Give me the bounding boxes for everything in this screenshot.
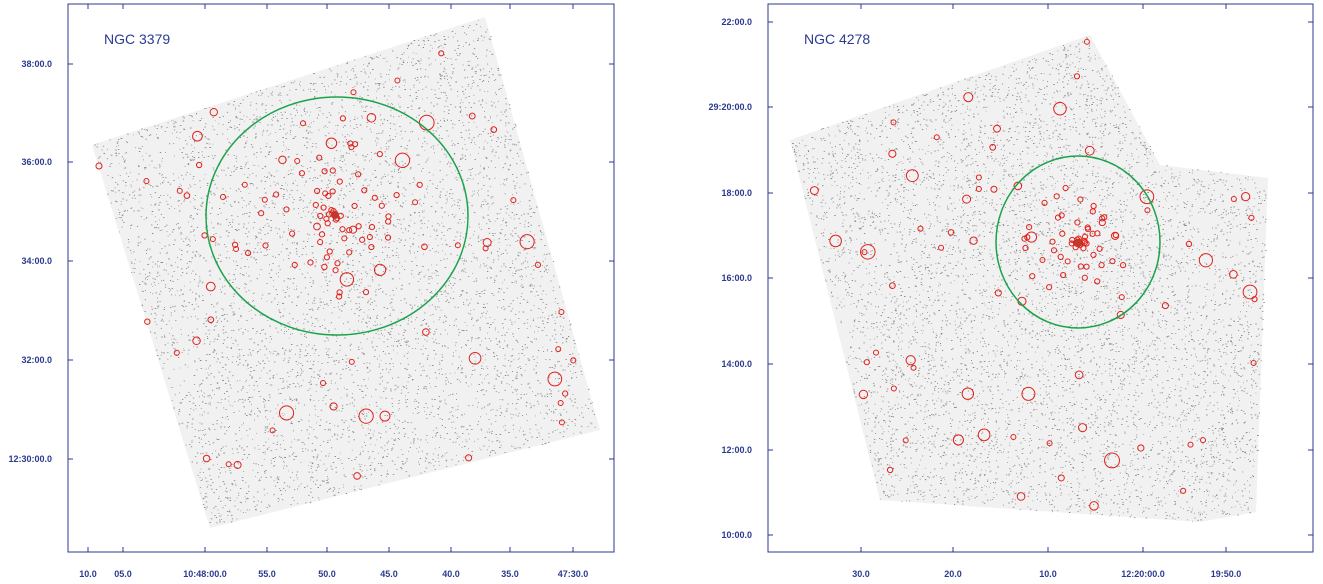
x-tick-label: 10.0 bbox=[79, 569, 97, 579]
x-tick-label: 30.0 bbox=[852, 569, 870, 579]
x-tick-label: 45.0 bbox=[380, 569, 398, 579]
x-tick-label: 12:20:00.0 bbox=[1121, 569, 1165, 579]
y-tick-label: 14:00.0 bbox=[721, 359, 752, 369]
x-tick-label: 35.0 bbox=[501, 569, 519, 579]
nucleus bbox=[1074, 239, 1082, 247]
panel-title: NGC 4278 bbox=[804, 31, 870, 47]
x-tick-label: 10:48:00.0 bbox=[183, 569, 227, 579]
xray-image bbox=[92, 17, 600, 528]
y-tick-label: 16:00.0 bbox=[721, 273, 752, 283]
x-tick-label: 05.0 bbox=[114, 569, 132, 579]
y-tick-label: 38:00.0 bbox=[21, 59, 52, 69]
y-tick-label: 10:00.0 bbox=[721, 530, 752, 540]
x-tick-label: 47:30.0 bbox=[558, 569, 589, 579]
panel-title: NGC 3379 bbox=[104, 31, 170, 47]
xray-image bbox=[790, 35, 1268, 522]
x-tick-label: 10.0 bbox=[1039, 569, 1057, 579]
y-tick-label: 12:00.0 bbox=[721, 445, 752, 455]
y-tick-label: 18:00.0 bbox=[721, 188, 752, 198]
nucleus bbox=[331, 211, 339, 219]
x-tick-label: 20.0 bbox=[944, 569, 962, 579]
x-tick-label: 19:50.0 bbox=[1211, 569, 1242, 579]
x-tick-label: 40.0 bbox=[442, 569, 460, 579]
y-tick-label: 22:00.0 bbox=[721, 17, 752, 27]
y-tick-label: 36:00.0 bbox=[21, 157, 52, 167]
y-tick-label: 29:20:00.0 bbox=[708, 102, 752, 112]
x-tick-label: 50.0 bbox=[318, 569, 336, 579]
figure: 10.0 05.0 10:48:00.0 55.0 50.0 45.0 40.0 35.0 47… bbox=[0, 0, 1323, 584]
y-tick-label: 12:30:00.0 bbox=[8, 454, 52, 464]
y-tick-label: 32:00.0 bbox=[21, 355, 52, 365]
x-tick-label: 55.0 bbox=[258, 569, 276, 579]
y-tick-label: 34:00.0 bbox=[21, 256, 52, 266]
